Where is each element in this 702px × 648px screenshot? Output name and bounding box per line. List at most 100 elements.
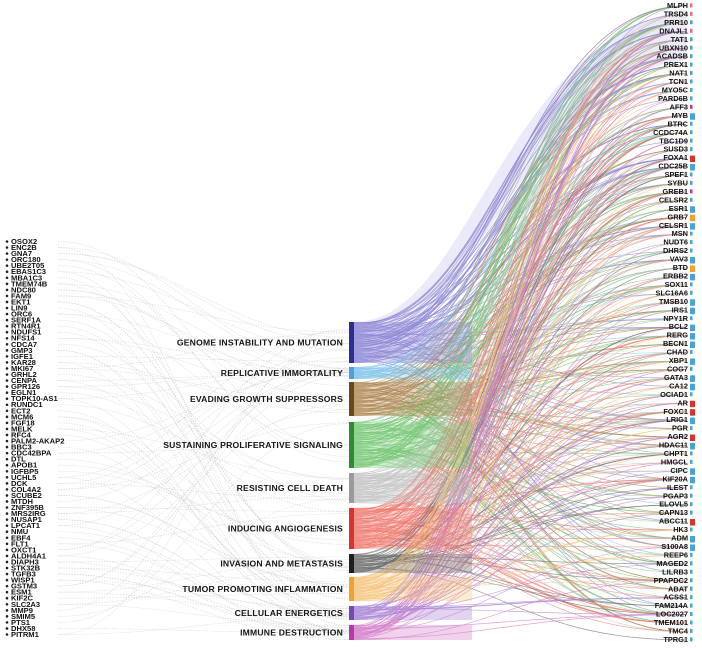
right-link (353, 352, 687, 639)
right-gene-marker (690, 392, 693, 397)
left-gene-dot (5, 518, 9, 521)
left-gene-label: TGFB3 (11, 570, 36, 579)
right-link (353, 250, 687, 496)
right-gene-marker (690, 180, 693, 185)
right-link (353, 276, 687, 619)
right-gene-marker (690, 519, 695, 526)
left-gene-dot (5, 542, 9, 546)
left-gene-label: ESM1 (11, 588, 32, 597)
left-gene-label: KIF2C (11, 594, 33, 603)
right-link (353, 98, 687, 630)
hallmark-ribbon (354, 367, 472, 379)
left-link (57, 362, 350, 632)
right-gene-label: IRS1 (672, 305, 688, 314)
left-gene-dot (5, 548, 9, 552)
left-link (57, 338, 350, 635)
right-link (353, 453, 687, 565)
right-gene-marker (690, 45, 693, 50)
left-gene-label: MRS2IRG (11, 509, 46, 518)
right-link (353, 326, 687, 564)
left-link (57, 283, 350, 571)
left-gene-label: KAR28 (11, 358, 36, 367)
left-gene-dot (5, 566, 9, 570)
left-gene-dot (5, 367, 9, 370)
right-gene-marker (690, 37, 693, 42)
left-link (57, 428, 350, 611)
left-gene-dot (5, 584, 9, 588)
right-link (353, 276, 687, 535)
left-gene-dot (5, 397, 9, 401)
left-link (57, 289, 350, 410)
left-link (57, 271, 350, 351)
left-gene-label: SERF1A (11, 316, 41, 325)
left-gene-dot (5, 536, 9, 540)
left-gene-label: PALM2-AKAP2 (11, 437, 64, 446)
left-gene-label: CENPA (11, 376, 38, 385)
left-gene-dot (5, 258, 9, 261)
right-link (353, 343, 687, 544)
right-gene-marker (690, 79, 693, 84)
left-gene-dot (5, 494, 9, 497)
right-gene-marker (690, 28, 693, 33)
right-gene-marker (690, 155, 695, 163)
right-gene-label: AFF3 (670, 102, 688, 111)
left-gene-dot (5, 578, 9, 582)
right-link (353, 115, 687, 546)
left-gene-dot (5, 609, 9, 612)
left-link (57, 593, 350, 599)
right-gene-label: FOXC1 (663, 407, 688, 416)
right-gene-marker (690, 535, 695, 543)
left-link (57, 332, 350, 369)
right-gene-marker (690, 459, 693, 464)
left-gene-label: GNA7 (11, 249, 32, 258)
left-gene-dot (5, 596, 9, 600)
right-gene-label: MAGED2 (656, 559, 688, 568)
right-gene-marker (690, 223, 695, 230)
right-link (353, 56, 687, 424)
right-gene-label: SPEF1 (665, 170, 688, 179)
right-link (353, 250, 687, 571)
right-link (353, 39, 687, 333)
right-gene-label: LILRB3 (662, 567, 688, 576)
right-gene-label: BECN1 (663, 339, 688, 348)
right-link (353, 614, 687, 639)
right-gene-marker (690, 493, 693, 498)
left-gene-dot (5, 240, 9, 243)
right-gene-label: TBC1D9 (659, 136, 688, 145)
right-gene-label: ERBB2 (663, 272, 688, 281)
right-gene-marker (690, 164, 695, 171)
left-gene-label: RUNDC1 (11, 400, 43, 409)
right-gene-marker (690, 349, 693, 354)
left-gene-label: EBF4 (11, 533, 31, 542)
left-link (57, 265, 350, 457)
left-link (57, 362, 350, 413)
right-gene-label: CHPT1 (664, 449, 688, 458)
left-gene-label: ECT2 (11, 406, 30, 415)
right-gene-label: FOXA1 (663, 153, 688, 162)
left-link (57, 374, 350, 481)
hallmark-bar (349, 606, 354, 620)
left-gene-dot (5, 554, 9, 558)
right-link (353, 5, 687, 351)
left-gene-dot (5, 270, 9, 274)
right-gene-marker (690, 603, 693, 608)
right-gene-marker (690, 409, 695, 416)
left-gene-dot (5, 469, 9, 473)
right-link (353, 123, 687, 574)
hallmark-bar (349, 577, 354, 601)
left-link (57, 422, 350, 616)
left-gene-labels: OSOX2ENC2BGNA7ORC180UBE2T05EBAS1C3MBA1C3… (5, 237, 64, 639)
left-gene-label: GRHL2 (11, 370, 37, 379)
right-gene-label: UBXN10 (659, 43, 688, 52)
left-gene-label: EBAS1C3 (11, 267, 46, 276)
right-link (353, 22, 687, 399)
right-link (353, 276, 687, 593)
right-link (353, 276, 687, 436)
right-gene-marker (690, 214, 695, 222)
left-gene-label: NFS14 (11, 334, 35, 343)
right-gene-marker (690, 113, 695, 120)
left-gene-label: SLC2A3 (11, 600, 40, 609)
left-gene-label: ENC2B (11, 243, 37, 252)
right-link (353, 115, 687, 486)
left-link (57, 331, 350, 587)
